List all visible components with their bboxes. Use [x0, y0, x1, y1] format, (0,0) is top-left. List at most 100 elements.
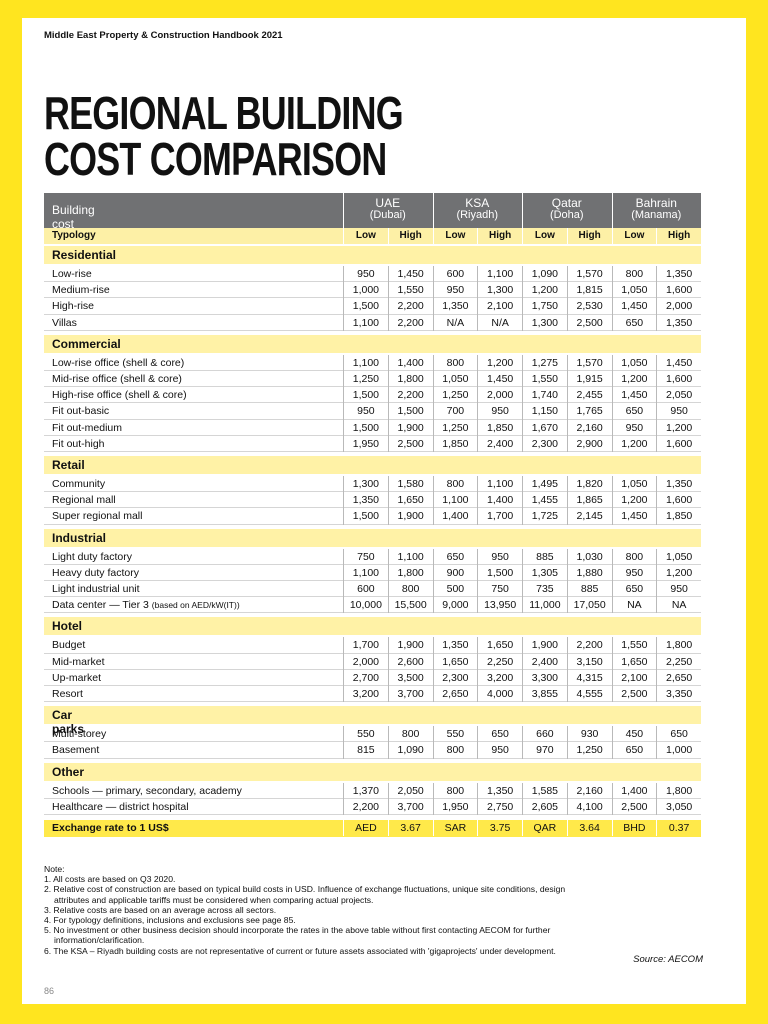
- cost-cell: 1,305: [522, 564, 567, 581]
- row-line: [44, 491, 701, 493]
- region-sep: [611, 193, 613, 228]
- cost-cell: 1,100: [432, 492, 478, 509]
- cost-cell: 1,500: [343, 419, 388, 436]
- cost-cell: 800: [611, 266, 657, 283]
- cost-cell: 2,000: [477, 387, 522, 404]
- cost-cell: 2,750: [477, 798, 522, 815]
- section-title: Residential: [52, 248, 117, 262]
- region-sep: [343, 193, 344, 228]
- cost-cell: 15,500: [387, 597, 433, 614]
- cost-cell: 1,600: [656, 435, 701, 452]
- region-sep: [522, 193, 523, 228]
- cost-cell: 1,900: [387, 508, 433, 525]
- subheader: High: [477, 228, 522, 244]
- cost-cell: 3,350: [656, 686, 701, 703]
- cost-cell: 1,495: [522, 476, 567, 493]
- section-bar: [44, 456, 701, 474]
- cost-cell: 930: [566, 726, 612, 743]
- cost-cell: 1,200: [611, 492, 657, 509]
- row-label: Fit out-high: [52, 436, 342, 452]
- row-label: Villas: [52, 315, 342, 331]
- cost-cell: N/A: [432, 314, 478, 331]
- cost-cell: 1,250: [432, 387, 478, 404]
- note-item: 5. No investment or other business decis…: [44, 925, 551, 946]
- row-line: [44, 797, 701, 799]
- cost-cell: 1,800: [656, 637, 701, 654]
- row-line: [44, 612, 701, 614]
- cost-cell: 1,000: [656, 742, 701, 759]
- exchange-cell: AED: [343, 820, 388, 836]
- note-item: 6. The KSA – Riyadh building costs are n…: [44, 945, 556, 956]
- exchange-cell: SAR: [432, 820, 478, 836]
- row-line: [44, 507, 701, 509]
- cost-cell: 1,100: [477, 266, 522, 283]
- cost-cell: 650: [477, 726, 522, 743]
- cost-cell: 2,400: [522, 653, 567, 670]
- region-city: (Doha): [549, 209, 584, 221]
- cost-cell: 1,850: [656, 508, 701, 525]
- row-line: [44, 313, 701, 315]
- row-label: Regional mall: [52, 492, 342, 508]
- cost-cell: 1,725: [522, 508, 567, 525]
- section-title: Industrial: [52, 530, 107, 545]
- cost-cell: 1,600: [656, 282, 701, 299]
- exchange-cell: BHD: [611, 820, 657, 836]
- row-label: Low-rise office (shell & core): [52, 355, 342, 371]
- region-city: (Riyadh): [456, 209, 499, 221]
- subheader: High: [566, 228, 612, 244]
- row-line: [44, 386, 701, 388]
- row-label-text: Villas: [52, 316, 77, 329]
- row-line: [44, 580, 701, 581]
- cost-cell: 900: [432, 564, 478, 581]
- row-label: Heavy duty factory: [52, 565, 342, 581]
- cost-cell: 1,570: [566, 266, 612, 283]
- cost-cell: 11,000: [522, 597, 567, 614]
- row-label: Community: [52, 476, 342, 492]
- cost-cell: 1,550: [522, 371, 567, 388]
- cost-cell: 2,200: [566, 637, 612, 654]
- cost-cell: 17,050: [566, 597, 612, 614]
- cost-cell: 1,300: [477, 282, 522, 299]
- note-item: 3. Relative costs are based on an averag…: [44, 904, 277, 915]
- subheader: Low: [522, 228, 567, 244]
- cost-cell: 2,200: [387, 387, 433, 404]
- cost-cell: 1,950: [343, 435, 388, 452]
- cost-cell: 2,650: [432, 686, 478, 703]
- section-title: Commercial: [52, 336, 121, 351]
- cost-cell: 1,350: [477, 782, 522, 799]
- row-line: [44, 434, 701, 436]
- cost-cell: 2,145: [566, 508, 612, 525]
- row-line: [44, 329, 701, 331]
- cost-cell: 550: [343, 726, 388, 743]
- note-item: 1. All costs are based on Q3 2020.: [44, 874, 176, 885]
- cost-cell: 4,100: [566, 798, 612, 815]
- cost-cell: 1,580: [387, 476, 433, 493]
- cost-cell: 950: [477, 548, 522, 565]
- row-label-text: Multi-storey: [52, 728, 107, 741]
- section-title: Retail: [52, 458, 85, 472]
- cost-cell: 1,585: [522, 782, 567, 799]
- row-label-text: Basement: [52, 744, 100, 757]
- cost-cell: 1,600: [656, 492, 701, 509]
- cost-cell: 1,750: [522, 298, 567, 315]
- exchange-bg: [44, 820, 701, 837]
- cost-cell: 1,100: [343, 564, 388, 581]
- row-line: [44, 563, 701, 565]
- cost-cell: 3,200: [477, 669, 522, 686]
- section-bar: [44, 334, 701, 353]
- row-label-text: Medium-rise: [52, 284, 110, 297]
- cost-cell: 1,050: [656, 548, 701, 565]
- row-line: [44, 685, 701, 686]
- cost-cell: 1,500: [343, 298, 388, 315]
- region-name: KSA: [465, 196, 490, 210]
- cost-cell: 3,150: [566, 653, 612, 670]
- page-number: 86: [44, 986, 55, 996]
- cost-cell: 1,000: [343, 282, 388, 299]
- cost-cell: 1,350: [656, 266, 701, 283]
- source: Source: AECOM: [633, 954, 703, 965]
- cost-cell: 1,500: [387, 403, 433, 420]
- row-label-text: Schools — primary, secondary, academy: [52, 784, 242, 797]
- cost-cell: 1,850: [432, 435, 478, 452]
- cost-cell: 950: [477, 742, 522, 759]
